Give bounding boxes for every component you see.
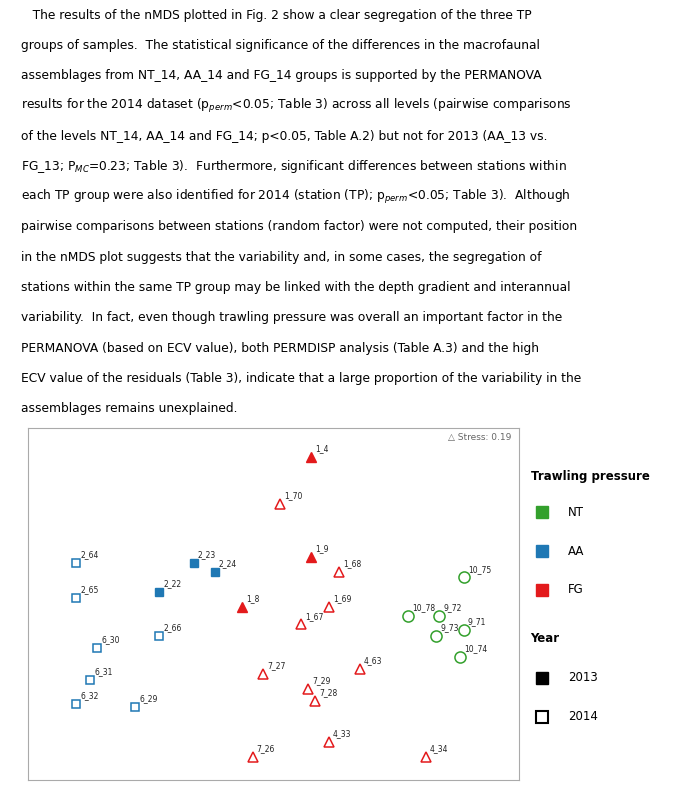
Text: AA: AA (568, 545, 584, 558)
Text: assemblages from NT_14, AA_14 and FG_14 groups is supported by the PERMANOVA: assemblages from NT_14, AA_14 and FG_14 … (21, 69, 541, 82)
Text: 2_64: 2_64 (80, 550, 99, 559)
Text: 2_65: 2_65 (80, 585, 99, 594)
Text: 9_71: 9_71 (468, 618, 486, 626)
Text: 2_66: 2_66 (163, 623, 182, 632)
Text: 1_70: 1_70 (284, 491, 303, 501)
Text: 6_32: 6_32 (80, 691, 99, 700)
Text: NT: NT (568, 506, 584, 519)
Text: 4_34: 4_34 (430, 744, 448, 753)
Text: FG: FG (568, 583, 584, 596)
Text: 10_75: 10_75 (468, 565, 491, 573)
Text: results for the 2014 dataset (p$_{perm}$<0.05; Table 3) across all levels (pairw: results for the 2014 dataset (p$_{perm}$… (21, 97, 572, 115)
Text: groups of samples.  The statistical significance of the differences in the macro: groups of samples. The statistical signi… (21, 39, 540, 52)
Text: 6_31: 6_31 (94, 668, 113, 676)
Text: variability.  In fact, even though trawling pressure was overall an important fa: variability. In fact, even though trawli… (21, 311, 562, 324)
Text: 9_72: 9_72 (444, 603, 462, 612)
Text: stations within the same TP group may be linked with the depth gradient and inte: stations within the same TP group may be… (21, 281, 570, 294)
Text: 6_30: 6_30 (101, 635, 120, 644)
Text: 1_67: 1_67 (305, 611, 324, 621)
Text: 1_68: 1_68 (343, 559, 361, 568)
Text: 7_29: 7_29 (312, 676, 331, 685)
Text: 7_27: 7_27 (267, 661, 286, 671)
Text: △ Stress: 0.19: △ Stress: 0.19 (448, 433, 511, 442)
Text: 7_26: 7_26 (257, 744, 275, 753)
Text: 10_74: 10_74 (464, 644, 488, 653)
Text: 4_33: 4_33 (333, 729, 352, 738)
Text: each TP group were also identified for 2014 (station (TP); p$_{perm}$<0.05; Tabl: each TP group were also identified for 2… (21, 188, 570, 206)
Text: 1_8: 1_8 (246, 594, 260, 603)
Text: 2_23: 2_23 (198, 550, 216, 559)
Text: 1_69: 1_69 (333, 594, 352, 603)
Text: Trawling pressure: Trawling pressure (531, 470, 650, 483)
Text: 9_73: 9_73 (440, 623, 459, 632)
Text: 2014: 2014 (568, 710, 598, 723)
Text: in the nMDS plot suggests that the variability and, in some cases, the segregati: in the nMDS plot suggests that the varia… (21, 251, 541, 264)
Text: pairwise comparisons between stations (random factor) were not computed, their p: pairwise comparisons between stations (r… (21, 220, 577, 234)
Text: 7_28: 7_28 (319, 688, 337, 697)
Text: ECV value of the residuals (Table 3), indicate that a large proportion of the va: ECV value of the residuals (Table 3), in… (21, 371, 581, 385)
Text: 6_29: 6_29 (139, 694, 158, 703)
Text: 1_9: 1_9 (316, 544, 329, 553)
Text: 10_78: 10_78 (412, 603, 435, 612)
Text: assemblages remains unexplained.: assemblages remains unexplained. (21, 402, 237, 415)
Text: 2_24: 2_24 (219, 559, 237, 568)
Text: of the levels NT_14, AA_14 and FG_14; p<0.05, Table A.2) but not for 2013 (AA_13: of the levels NT_14, AA_14 and FG_14; p<… (21, 130, 547, 143)
Text: The results of the nMDS plotted in Fig. 2 show a clear segregation of the three : The results of the nMDS plotted in Fig. … (21, 9, 531, 21)
Text: 2_22: 2_22 (163, 579, 181, 588)
Text: 2013: 2013 (568, 672, 598, 684)
Text: 1_4: 1_4 (316, 444, 329, 453)
Text: 4_63: 4_63 (364, 656, 383, 664)
Text: PERMANOVA (based on ECV value), both PERMDISP analysis (Table A.3) and the high: PERMANOVA (based on ECV value), both PER… (21, 341, 539, 355)
Text: FG_13; P$_{MC}$=0.23; Table 3).  Furthermore, significant differences between st: FG_13; P$_{MC}$=0.23; Table 3). Furtherm… (21, 158, 567, 175)
Text: Year: Year (531, 632, 560, 645)
